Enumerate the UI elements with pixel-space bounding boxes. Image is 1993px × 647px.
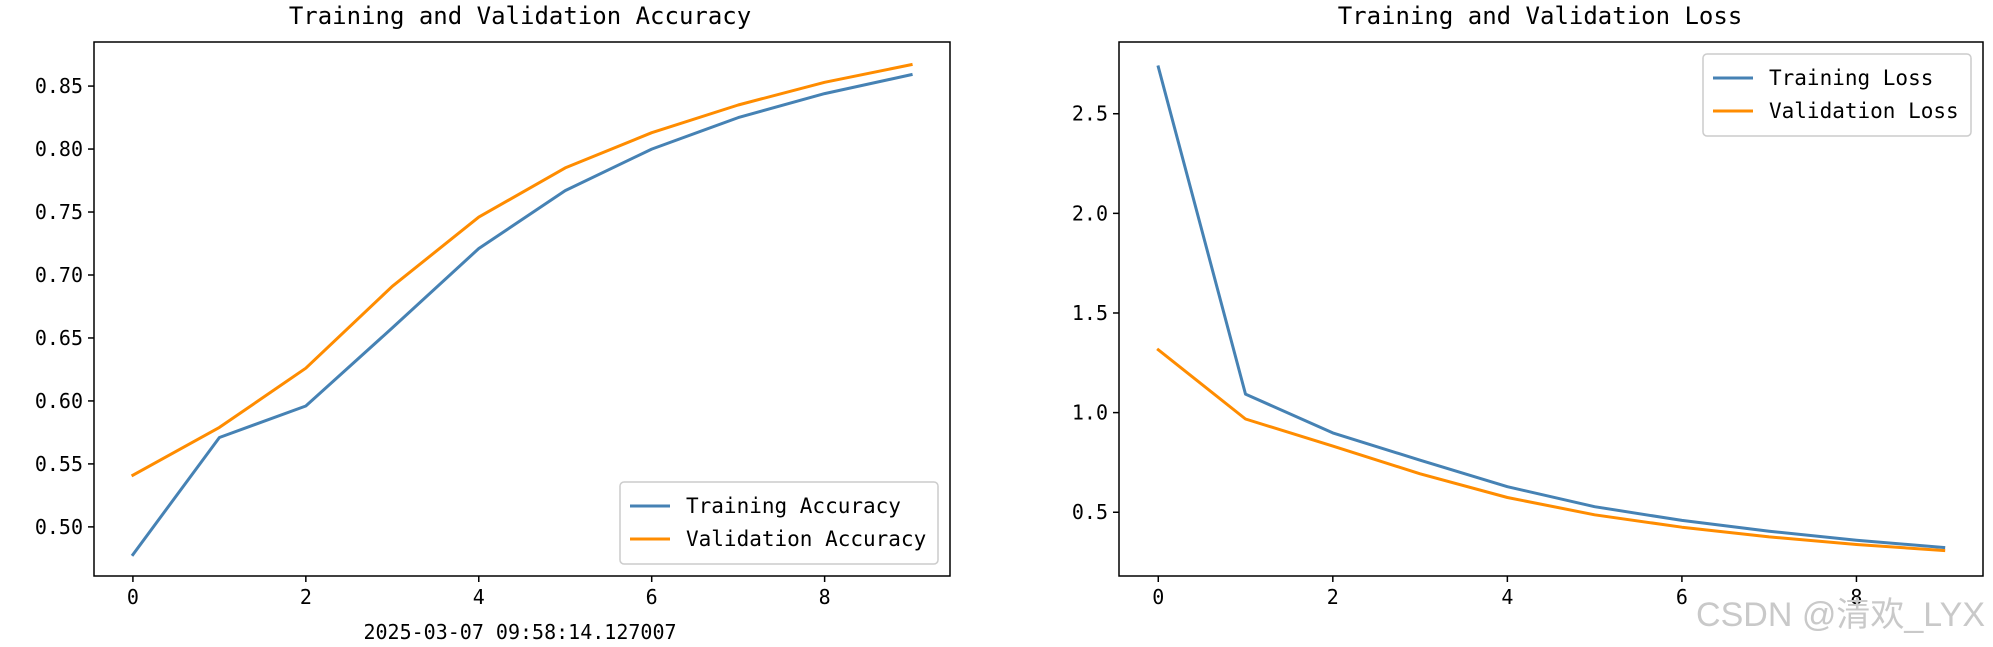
loss-x-tick-label: 8 — [1850, 585, 1862, 609]
accuracy-x-tick-label: 2 — [300, 585, 312, 609]
loss-ticks-layer: 0 2 4 6 8 0.5 1.0 1.5 2.0 2.5 — [1072, 102, 1863, 609]
accuracy-legend-label-training: Training Accuracy — [686, 494, 901, 518]
accuracy-x-tick-label: 4 — [473, 585, 485, 609]
loss-plot-frame — [1118, 41, 1984, 577]
accuracy-chart: Training and Validation Accuracy 0 2 4 6 8 0.… — [35, 2, 951, 609]
loss-x-tick-label: 6 — [1676, 585, 1688, 609]
accuracy-x-tick-label: 0 — [127, 585, 139, 609]
loss-y-tick-label: 2.5 — [1072, 102, 1108, 126]
timestamp-caption: 2025-03-07 09:58:14.127007 — [363, 620, 676, 644]
accuracy-plot-frame — [93, 41, 951, 577]
loss-chart: Training and Validation Loss 0 2 4 6 8 0.5 1.0… — [1072, 2, 1984, 609]
watermark-text: CSDN @清欢_LYX — [1696, 596, 1985, 634]
accuracy-series-layer — [130, 62, 913, 557]
loss-legend-label-validation: Validation Loss — [1769, 99, 1959, 123]
loss-x-tick-label: 2 — [1327, 585, 1339, 609]
accuracy-y-tick-label: 0.65 — [35, 326, 83, 350]
accuracy-legend-label-validation: Validation Accuracy — [686, 527, 926, 551]
accuracy-y-tick-label: 0.55 — [35, 452, 83, 476]
accuracy-ticks-layer: 0 2 4 6 8 0.50 0.55 0.60 0.65 0.70 0.75 0.80 0.85 — [35, 74, 831, 609]
accuracy-x-tick-label: 6 — [646, 585, 658, 609]
accuracy-y-tick-label: 0.80 — [35, 137, 83, 161]
loss-series-line-training — [1156, 65, 1946, 550]
loss-legend-box — [1702, 53, 1972, 137]
accuracy-series-line-training — [130, 72, 913, 557]
loss-legend: Training Loss Validation Loss — [1702, 53, 1972, 137]
accuracy-x-tick-label: 8 — [819, 585, 831, 609]
loss-x-tick-label: 4 — [1501, 585, 1513, 609]
loss-y-tick-label: 0.5 — [1072, 500, 1108, 524]
accuracy-y-tick-label: 0.70 — [35, 263, 83, 287]
loss-series-line-validation — [1156, 347, 1946, 553]
accuracy-legend-box — [619, 481, 939, 565]
loss-y-tick-label: 2.0 — [1072, 201, 1108, 225]
loss-y-tick-label: 1.5 — [1072, 301, 1108, 325]
loss-x-tick-label: 0 — [1152, 585, 1164, 609]
loss-legend-label-training: Training Loss — [1769, 66, 1933, 90]
accuracy-y-tick-label: 0.75 — [35, 200, 83, 224]
accuracy-y-tick-label: 0.60 — [35, 389, 83, 413]
accuracy-chart-title: Training and Validation Accuracy — [289, 2, 751, 30]
accuracy-y-tick-label: 0.50 — [35, 515, 83, 539]
loss-chart-title: Training and Validation Loss — [1338, 2, 1743, 30]
accuracy-y-tick-label: 0.85 — [35, 74, 83, 98]
accuracy-legend: Training Accuracy Validation Accuracy — [619, 481, 939, 565]
loss-y-tick-label: 1.0 — [1072, 401, 1108, 425]
accuracy-series-line-validation — [130, 62, 913, 478]
loss-series-layer — [1156, 65, 1946, 553]
